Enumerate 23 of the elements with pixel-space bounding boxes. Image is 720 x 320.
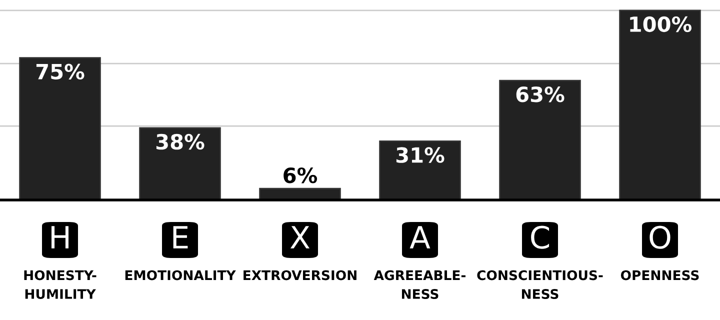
x-tick-label: AGREEABLE- NESS: [374, 270, 466, 299]
bar: [379, 140, 461, 200]
data-label: 31%: [396, 147, 444, 163]
x-tick-label: EXTROVERSION: [244, 270, 356, 280]
x-tick-label: CONSCIENTIOUS- NESS: [477, 270, 603, 299]
data-label: 75%: [36, 64, 84, 80]
data-label: 63%: [516, 86, 564, 102]
bar: [499, 80, 581, 200]
text: O: [650, 226, 670, 249]
text: H: [52, 226, 68, 248]
bar: [139, 127, 221, 200]
x-tick-label: HONESTY- HUMILITY: [24, 270, 96, 299]
text: X: [290, 226, 310, 248]
x-tick-label: OPENNESS: [620, 270, 699, 280]
data-label: 100%: [630, 16, 692, 32]
x-tick-label: EMOTIONALITY: [125, 270, 236, 280]
text: E: [173, 226, 188, 248]
text: C: [531, 226, 550, 249]
data-label: 6%: [284, 167, 318, 184]
bar: [619, 10, 701, 200]
data-label: 38%: [156, 134, 204, 150]
text: A: [410, 226, 430, 248]
bar: [19, 57, 101, 200]
